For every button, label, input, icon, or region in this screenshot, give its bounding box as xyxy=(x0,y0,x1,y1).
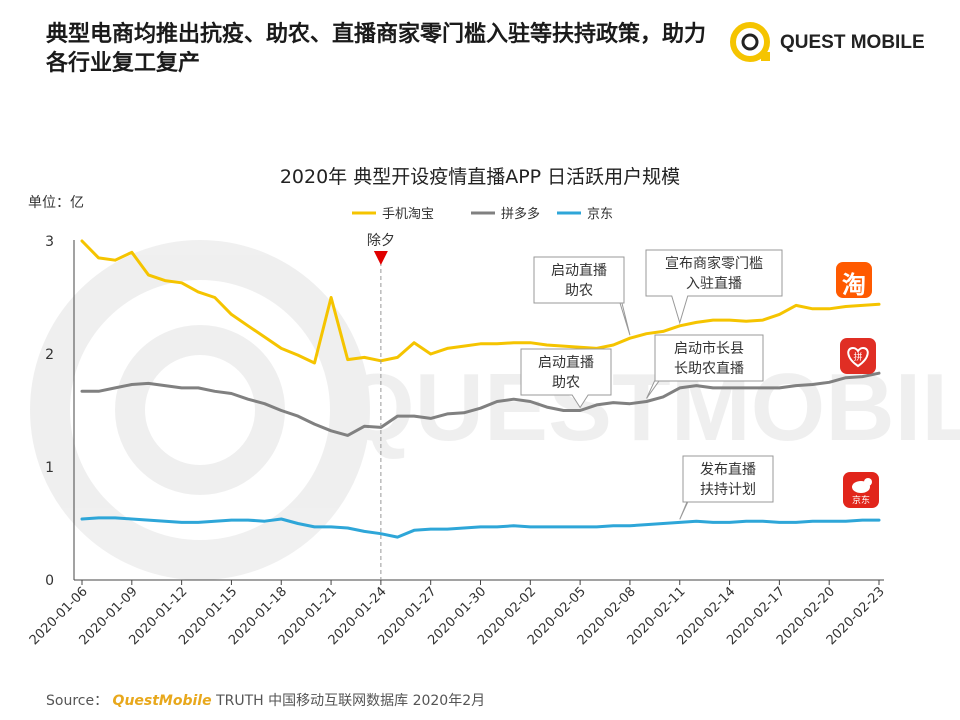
legend-label: 拼多多 xyxy=(501,206,540,222)
jd-dog-icon xyxy=(852,478,872,493)
annotation-callout xyxy=(520,348,612,409)
series-line-手机淘宝 xyxy=(80,239,881,365)
annotation-text: 助农 xyxy=(565,283,593,299)
taobao-app-icon: 淘 xyxy=(836,262,872,299)
x-ticks: 2020-01-062020-01-092020-01-122020-01-15… xyxy=(27,580,888,648)
logo-mark-icon xyxy=(730,22,770,62)
annotation-text: 长助农直播 xyxy=(674,360,744,377)
pinduoduo-heart-icon: 拼 xyxy=(847,346,869,368)
series-line-拼多多 xyxy=(80,371,881,437)
annotation-callout xyxy=(645,249,783,325)
eve-marker-icon xyxy=(373,251,388,265)
annotation-text: 启动直播 xyxy=(551,262,607,279)
legend-label: 京东 xyxy=(587,207,613,222)
y-tick-label: 0 xyxy=(45,573,54,589)
y-tick-label: 1 xyxy=(45,460,54,476)
annotation-text: 入驻直播 xyxy=(686,275,742,292)
source-rest: TRUTH 中国移动互联网数据库 2020年2月 xyxy=(216,693,486,709)
pinduoduo-app-icon: 拼 xyxy=(840,338,876,374)
unit-label: 单位：亿 xyxy=(28,195,84,211)
source-brand: QuestMobile xyxy=(112,693,212,709)
questmobile-logo: QUEST MOBILE xyxy=(726,14,926,68)
annotation-text: 启动直播 xyxy=(538,354,594,371)
y-ticks: 0 1 2 3 xyxy=(45,234,54,589)
annotation-callout xyxy=(533,256,631,336)
logo-text: QUEST MOBILE xyxy=(780,32,925,53)
legend-label: 手机淘宝 xyxy=(382,207,434,222)
annotations: 除夕启动直播助农宣布商家零门槛入驻直播启动直播助农启动市长县长助农直播发布直播扶… xyxy=(367,233,783,580)
chart-title: 2020年 典型开设疫情直播APP 日活跃用户规模 xyxy=(280,166,680,188)
series-lines xyxy=(80,239,881,539)
jd-icon-label: 京东 xyxy=(851,496,870,506)
annotation-text: 扶持计划 xyxy=(700,482,756,498)
jd-app-icon: 京东 xyxy=(843,472,879,508)
taobao-icon-glyph: 淘 xyxy=(842,271,866,299)
annotation-text: 发布直播 xyxy=(700,461,756,478)
y-tick-label: 3 xyxy=(45,234,54,250)
series-line-京东 xyxy=(80,516,881,539)
annotation-text: 宣布商家零门槛 xyxy=(665,255,763,272)
legend: 手机淘宝 拼多多 京东 xyxy=(352,206,613,222)
source-prefix: Source： xyxy=(46,693,109,709)
annotation-callout xyxy=(646,334,764,399)
eve-label: 除夕 xyxy=(367,233,395,249)
annotation-callout xyxy=(679,455,774,520)
y-tick-label: 2 xyxy=(45,347,54,363)
source-footer: Source： QuestMobile TRUTH 中国移动互联网数据库 202… xyxy=(46,690,485,710)
pinduoduo-icon-glyph: 拼 xyxy=(853,351,862,363)
page-headline: 典型电商均推出抗疫、助农、直播商家零门槛入驻等扶持政策，助力各行业复工复产 xyxy=(46,22,707,76)
annotation-text: 启动市长县 xyxy=(674,340,744,357)
annotation-text: 助农 xyxy=(552,375,580,391)
